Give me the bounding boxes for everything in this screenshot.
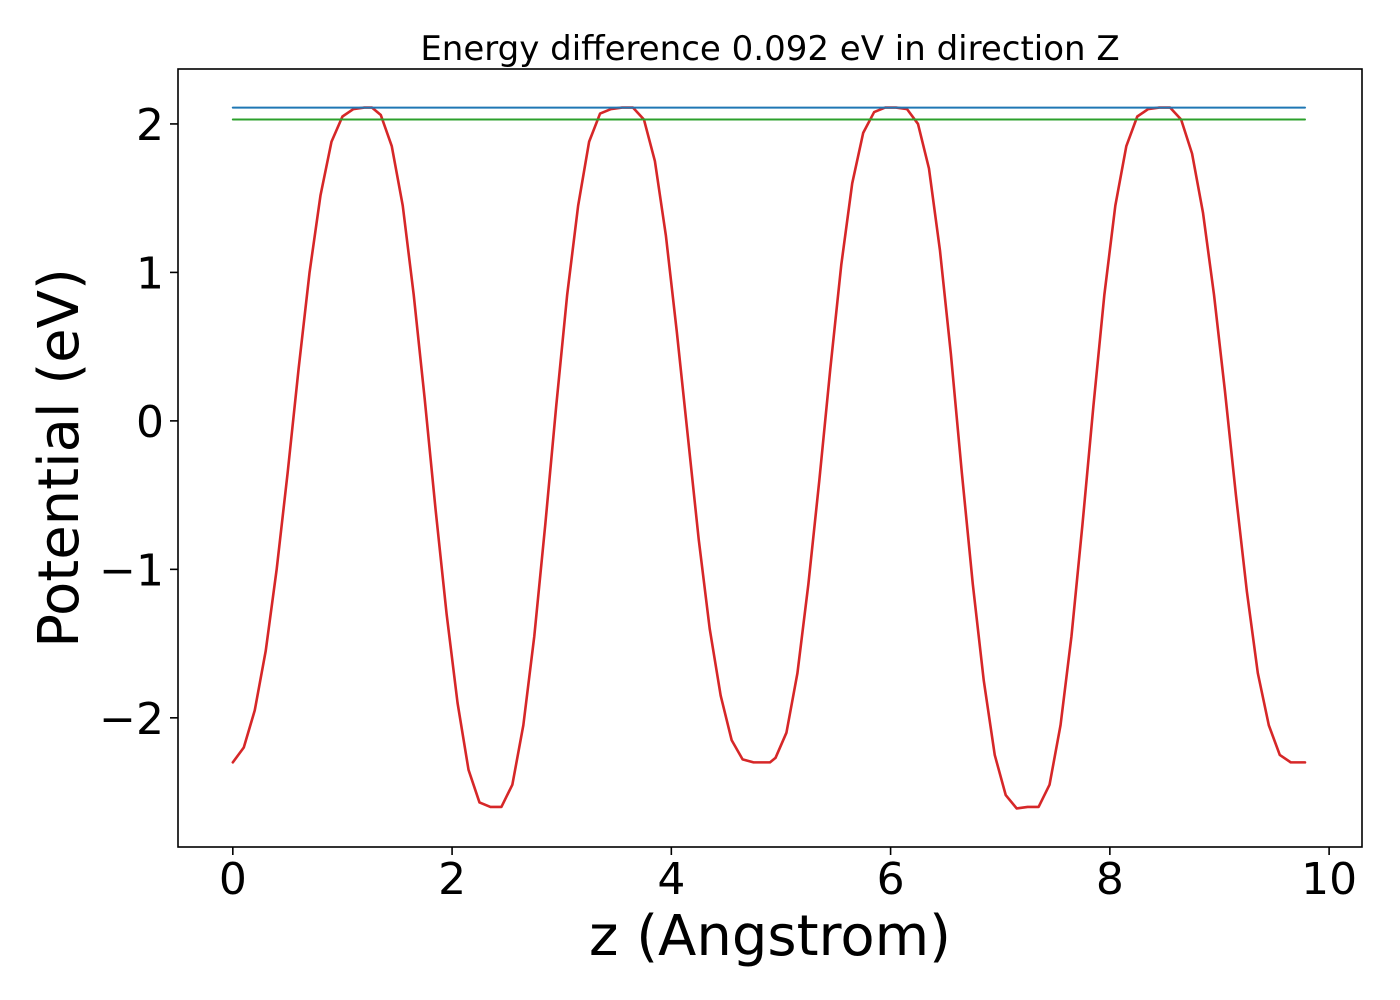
x-tick-label: 2 [438, 854, 466, 905]
x-tick-label: 6 [877, 854, 905, 905]
plot-area [231, 106, 1307, 810]
chart-title: Energy difference 0.092 eV in direction … [420, 29, 1119, 69]
y-tick-label: 0 [136, 397, 164, 448]
x-tick-label: 0 [219, 854, 247, 905]
x-tick-label: 10 [1301, 854, 1357, 905]
x-axis: 0 2 4 6 8 10 [219, 847, 1357, 905]
y-tick-label: −1 [99, 545, 164, 596]
y-tick-label: 2 [136, 100, 164, 151]
plot-frame [177, 68, 1363, 848]
potential-curve [231, 106, 1307, 810]
y-tick-label: −2 [99, 694, 164, 745]
y-tick-label: 1 [136, 248, 164, 299]
x-tick-label: 4 [657, 854, 685, 905]
y-axis: −2 −1 0 1 2 [99, 100, 178, 745]
x-tick-label: 8 [1096, 854, 1124, 905]
y-axis-label: Potential (eV) [27, 268, 92, 648]
x-axis-label: z (Angstrom) [589, 904, 951, 969]
